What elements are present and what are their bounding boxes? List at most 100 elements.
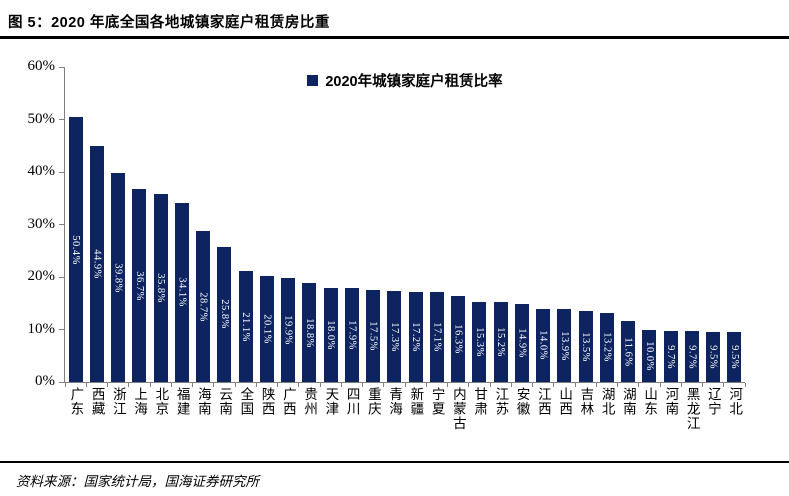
x-axis-category-label: 内蒙古: [450, 387, 466, 431]
x-axis-tick: [447, 383, 448, 387]
bar-云南: 25.8%: [217, 246, 232, 382]
x-axis-tick: [489, 383, 491, 387]
bar-value-label: 17.2%: [410, 322, 422, 352]
x-axis-tick: [744, 383, 746, 387]
x-axis-labels: 广东 西藏 浙江 上海 北京 福建 海南 云南 全国 陕西 广西 贵州 天津 四川 重庆 青海 新疆 宁夏 内蒙古甘…: [65, 387, 745, 449]
bar-四川: 17.9%: [344, 288, 359, 382]
bar-value-label: 17.9%: [346, 320, 358, 350]
x-axis-category-label: 浙江: [110, 387, 126, 416]
y-axis-tick: [59, 276, 64, 278]
bar-value-label: 28.7%: [197, 291, 209, 322]
source-note: 资料来源：国家统计局，国海证券研究所: [16, 474, 259, 489]
bar-甘肃: 15.3%: [472, 301, 487, 382]
bar-value-label: 50.4%: [70, 234, 82, 265]
x-axis-tick: [383, 383, 385, 387]
bar-上海: 36.7%: [132, 189, 147, 382]
y-axis-tick: [59, 381, 64, 383]
y-axis-tick-label: 40%: [27, 163, 56, 179]
bar-value-label: 21.1%: [240, 311, 252, 342]
x-axis-category-label: 天津: [323, 387, 339, 416]
x-axis-tick: [638, 383, 640, 387]
bar-value-label: 25.8%: [218, 299, 230, 330]
x-axis-category-label: 湖北: [599, 387, 615, 416]
x-axis-tick: [128, 383, 130, 387]
y-axis-tick-label: 10%: [27, 320, 56, 337]
bar-value-label: 36.7%: [133, 270, 145, 301]
bar-贵州: 18.8%: [302, 283, 317, 382]
y-axis-tick: [59, 329, 64, 330]
x-axis-category-label: 重庆: [365, 387, 381, 416]
x-axis-tick: [340, 383, 342, 387]
x-axis-tick: [362, 383, 363, 387]
bar-内蒙古: 16.3%: [451, 296, 466, 382]
x-axis-category-label: 江苏: [493, 387, 509, 416]
x-axis-category-label: 西藏: [89, 387, 105, 416]
x-axis-tick: [298, 383, 300, 387]
legend-series-label: 2020年城镇家庭户租赁比率: [325, 74, 503, 90]
x-axis-category-label: 四川: [344, 387, 360, 416]
y-axis-tick-label: 60%: [27, 58, 56, 74]
x-axis-tick: [532, 383, 533, 387]
bar-value-label: 19.9%: [282, 314, 294, 345]
x-axis-tick: [510, 383, 512, 387]
x-axis-tick: [255, 383, 257, 387]
x-axis-category-label: 辽宁: [705, 387, 721, 416]
y-axis-tick-label: 0%: [35, 373, 55, 389]
x-axis-tick: [85, 383, 87, 387]
bar-value-label: 35.8%: [155, 273, 167, 303]
bar-安徽: 14.9%: [514, 303, 529, 382]
bar-value-label: 9.5%: [707, 345, 719, 369]
bar-新疆: 17.2%: [408, 291, 423, 382]
bar-value-label: 15.3%: [473, 327, 485, 357]
x-axis-tick: [319, 383, 321, 387]
y-axis-line: [64, 67, 65, 383]
x-axis-category-label: 吉林: [578, 387, 594, 416]
bar-value-label: 9.7%: [665, 344, 677, 369]
bar-value-label: 13.9%: [558, 330, 570, 361]
bar-吉林: 13.5%: [578, 311, 593, 382]
bar-value-label: 39.8%: [112, 262, 124, 293]
y-axis-tick-label: 50%: [27, 110, 56, 127]
bar-value-label: 11.6%: [622, 336, 634, 367]
x-axis-tick: [723, 383, 725, 387]
x-axis-tick: [680, 383, 682, 387]
x-axis-category-label: 上海: [132, 387, 148, 416]
x-axis-tick: [468, 383, 470, 387]
x-axis-category-label: 湖南: [620, 387, 636, 416]
bar-北京: 35.8%: [153, 194, 168, 382]
bar-湖南: 11.6%: [621, 321, 636, 382]
bar-广西: 19.9%: [281, 277, 296, 382]
x-axis-tick: [702, 383, 703, 387]
x-axis-tick: [170, 383, 172, 387]
x-axis-category-label: 云南: [217, 387, 233, 416]
bar-chart-plot-area: 0% 10% 20% 30% 40% 50% 60% 50.4% 44.9% 39.8% 36.7%…: [28, 58, 746, 389]
x-axis-category-label: 山西: [557, 387, 573, 416]
x-axis-category-label: 河北: [727, 387, 743, 416]
x-axis-tick: [553, 383, 555, 387]
x-axis-category-label: 全国: [238, 387, 254, 416]
bar-value-label: 17.1%: [431, 322, 443, 352]
bar-value-label: 15.2%: [495, 327, 507, 357]
bar-天津: 18.0%: [323, 287, 338, 382]
x-axis-category-label: 宁夏: [429, 387, 445, 416]
bar-海南: 28.7%: [196, 231, 211, 382]
x-axis-tick: [277, 383, 278, 387]
x-axis-category-label: 黑龙江: [684, 387, 700, 431]
bar-河北: 9.5%: [727, 332, 742, 382]
x-axis-category-label: 甘肃: [472, 387, 488, 416]
bar-value-label: 13.5%: [580, 331, 592, 362]
x-axis-category-label: 山东: [642, 387, 658, 416]
y-axis-tick: [59, 171, 64, 173]
bar-value-label: 10.0%: [643, 340, 655, 371]
x-axis-tick: [595, 383, 597, 387]
x-axis-category-label: 江西: [535, 387, 551, 416]
y-axis-tick: [59, 66, 64, 68]
legend-swatch-icon: [307, 75, 319, 86]
bar-广东: 50.4%: [68, 117, 83, 382]
bar-value-label: 18.8%: [303, 317, 315, 348]
bar-value-label: 14.9%: [516, 328, 528, 358]
figure-title: 图 5：2020 年底全国各地城镇家庭户租赁房比重: [8, 15, 330, 31]
bar-value-label: 9.7%: [686, 344, 698, 369]
bar-value-label: 20.1%: [261, 314, 273, 345]
